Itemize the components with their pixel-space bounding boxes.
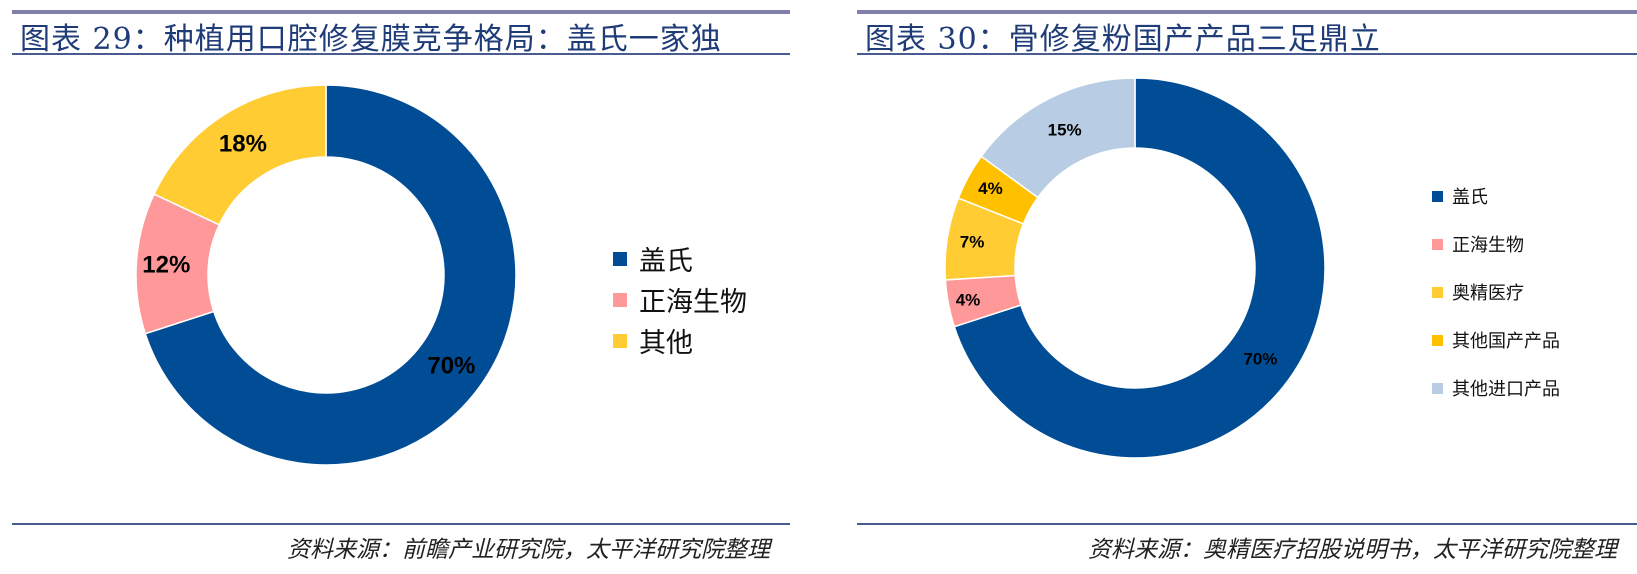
legend-swatch xyxy=(1432,238,1443,250)
chart-legend: 盖氏正海生物奥精医疗其他国产产品 其他进口产品 xyxy=(1432,172,1560,412)
legend-item: 其他进口产品 xyxy=(1432,364,1560,412)
left-panel: 图表 29：种植用口腔修复膜竞争格局：盖氏一家独 70% 12% 18% 盖氏正海生… xyxy=(0,0,790,574)
legend-swatch xyxy=(1432,382,1443,394)
legend-item: 正海生物 xyxy=(1432,220,1560,268)
legend-item: 正海生物 xyxy=(613,279,747,320)
chart-title: 图表 30：骨修复粉国产产品三足鼎立 xyxy=(865,22,1381,57)
legend-item: 盖氏 xyxy=(1432,172,1560,220)
chart-legend: 盖氏 正海生物 其他 xyxy=(613,238,747,361)
data-label-3: 18% xyxy=(219,131,267,158)
data-label-1: 70% xyxy=(1243,350,1277,369)
data-label-5: 15% xyxy=(1048,120,1082,139)
legend-label: 正海生物 xyxy=(1452,235,1524,256)
legend-item: 其他 xyxy=(613,320,747,361)
legend-label: 正海生物 xyxy=(639,287,747,318)
legend-label: 其他进口产品 xyxy=(1452,379,1560,400)
legend-swatch xyxy=(613,251,627,266)
data-label-4: 4% xyxy=(978,179,1003,198)
legend-swatch xyxy=(1432,334,1443,346)
legend-item: 奥精医疗 xyxy=(1432,268,1560,316)
slice-1 xyxy=(144,84,517,466)
legend-label: 其他国产产品 xyxy=(1452,331,1560,352)
donut-chart: 70% 4% 7% 4% 15% xyxy=(944,77,1326,459)
legend-label: 盖氏 xyxy=(1452,187,1488,208)
source-note: 资料来源：奥精医疗招股说明书，太平洋研究院整理 xyxy=(1088,537,1617,563)
right-panel: 图表 30：骨修复粉国产产品三足鼎立 70% 4% 7% 4% 15% 盖氏正海生物奥精… xyxy=(845,0,1637,574)
chart-title: 图表 29：种植用口腔修复膜竞争格局：盖氏一家独 xyxy=(20,22,722,57)
data-label-1: 70% xyxy=(427,353,475,380)
legend-swatch xyxy=(1432,286,1443,298)
data-label-3: 7% xyxy=(960,233,985,252)
source-note: 资料来源：前瞻产业研究院，太平洋研究院整理 xyxy=(287,537,770,563)
top-rule xyxy=(857,10,1637,14)
source-rule xyxy=(12,523,790,525)
slice-1 xyxy=(953,77,1326,459)
data-label-2: 4% xyxy=(956,290,981,309)
legend-label: 盖氏 xyxy=(639,246,693,277)
slice-5 xyxy=(980,77,1136,199)
donut-chart: 70% 12% 18% xyxy=(135,84,517,466)
legend-swatch xyxy=(613,292,627,307)
top-rule xyxy=(12,10,790,14)
title-underline xyxy=(857,53,1637,55)
data-label-2: 12% xyxy=(142,251,190,278)
title-underline xyxy=(12,53,790,55)
legend-item: 其他国产产品 xyxy=(1432,316,1560,364)
legend-item: 盖氏 xyxy=(613,238,747,279)
legend-swatch xyxy=(613,333,627,348)
source-rule xyxy=(857,523,1637,525)
legend-label: 其他 xyxy=(639,328,693,359)
legend-swatch xyxy=(1432,190,1443,202)
legend-label: 奥精医疗 xyxy=(1452,283,1524,304)
slice-3 xyxy=(153,84,327,226)
